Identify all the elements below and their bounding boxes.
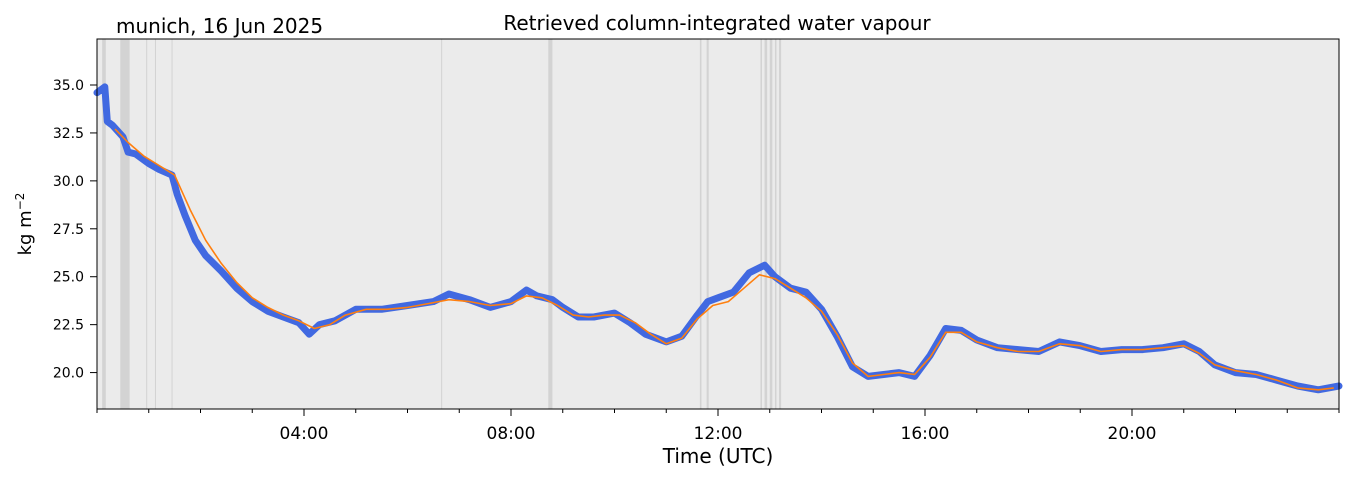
flagged-interval-band: [774, 39, 777, 409]
flagged-interval-band: [769, 39, 773, 409]
y-tick-label: 25.0: [53, 270, 84, 286]
flagged-interval-band: [171, 39, 173, 409]
y-tick-label: 35.0: [53, 78, 84, 94]
flagged-interval-band: [764, 39, 768, 409]
x-axis-label: Time (UTC): [662, 444, 774, 468]
plot-area: [97, 39, 1339, 409]
y-tick-label: 22.5: [53, 318, 84, 334]
x-ticks: 04:00 08:00 12:00 16:00 20:00: [96, 409, 1340, 444]
flagged-interval-band: [706, 39, 709, 409]
flagged-interval-band: [779, 39, 782, 409]
y-ticks: 20.0 22.5 25.0 27.5 30.0 32.5 35.0: [53, 78, 97, 382]
x-tick-label: 04:00: [280, 424, 329, 444]
chart-title: Retrieved column-integrated water vapour: [503, 11, 931, 35]
x-tick-label: 20:00: [1108, 424, 1157, 444]
y-tick-label: 20.0: [53, 366, 84, 382]
flagged-interval-band: [146, 39, 148, 409]
flagged-interval-band: [760, 39, 762, 409]
series-layer: [93, 83, 1343, 394]
flagged-interval-band: [548, 39, 553, 409]
y-axis-label: kg m−2: [13, 193, 36, 256]
y-axis-label-exponent: −2: [13, 193, 27, 211]
x-tick-label: 16:00: [901, 424, 950, 444]
smoothed-retrieval-line: [114, 128, 1334, 391]
flagged-interval-band: [120, 39, 130, 409]
flagged-intervals: [102, 39, 782, 409]
y-tick-label: 32.5: [53, 126, 84, 142]
location-date-label: munich, 16 Jun 2025: [116, 14, 323, 38]
y-tick-label: 30.0: [53, 174, 84, 190]
y-tick-label: 27.5: [53, 222, 84, 238]
flagged-interval-band: [441, 39, 443, 409]
y-axis-label-base: kg m: [15, 210, 36, 255]
flagged-interval-band: [699, 39, 702, 409]
x-tick-label: 12:00: [694, 424, 743, 444]
flagged-interval-band: [102, 39, 106, 409]
flagged-interval-band: [154, 39, 156, 409]
x-tick-label: 08:00: [487, 424, 536, 444]
